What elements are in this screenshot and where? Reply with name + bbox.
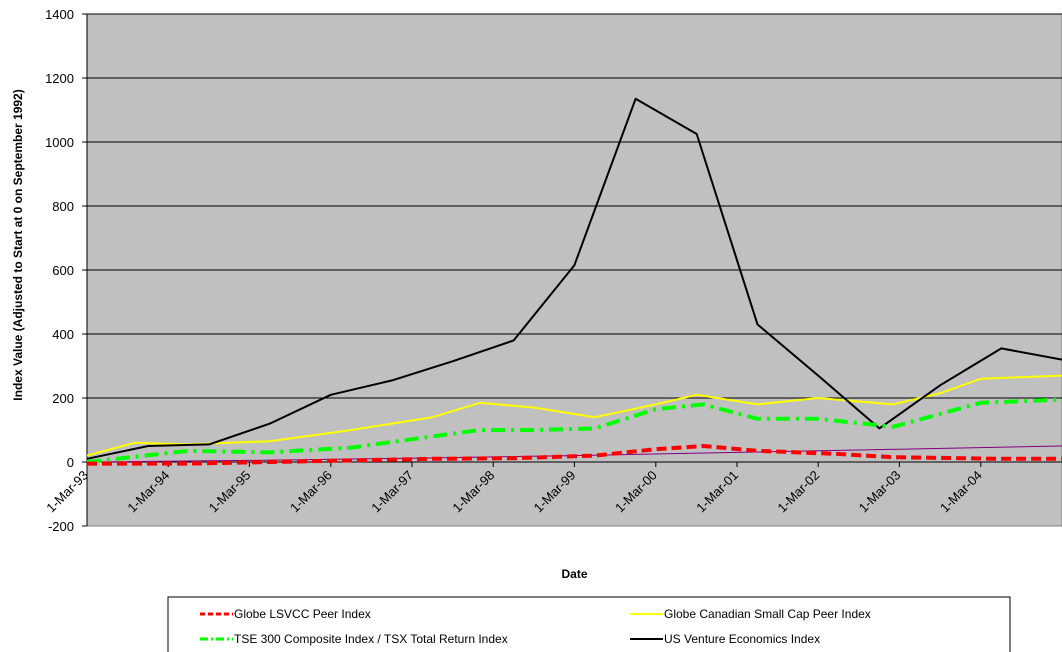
legend-box bbox=[167, 596, 1011, 652]
y-tick-label: 0 bbox=[67, 455, 74, 470]
y-axis-ticks: -200 0 200 400 600 800 1000 1200 1400 bbox=[45, 7, 87, 534]
y-tick-label: 600 bbox=[52, 263, 74, 278]
legend: Globe LSVCC Peer Index Globe Canadian Sma… bbox=[167, 596, 1011, 652]
legend-label: US Venture Economics Index bbox=[664, 632, 820, 646]
legend-label: Globe Canadian Small Cap Peer Index bbox=[664, 607, 871, 621]
y-tick-label: 1000 bbox=[45, 135, 74, 150]
series-line bbox=[87, 444, 1062, 466]
legend-label: Globe LSVCC Peer Index bbox=[234, 607, 371, 621]
y-tick-label: 1400 bbox=[45, 7, 74, 22]
y-tick-label: 1200 bbox=[45, 71, 74, 86]
legend-label: TSE 300 Composite Index / TSX Total Retu… bbox=[234, 632, 508, 646]
y-tick-label: 400 bbox=[52, 327, 74, 342]
x-tick-label: 1-Mar-93 bbox=[43, 468, 91, 516]
y-tick-label: 800 bbox=[52, 199, 74, 214]
y-tick-label: 200 bbox=[52, 391, 74, 406]
series-lines bbox=[86, 97, 1062, 466]
y-axis-title: Index Value (Adjusted to Start at 0 on S… bbox=[11, 89, 25, 400]
series-line bbox=[86, 97, 1062, 460]
series-line bbox=[86, 397, 1062, 464]
series-line bbox=[86, 374, 1062, 457]
x-axis-title: Date bbox=[561, 567, 587, 581]
y-tick-label: -200 bbox=[48, 519, 74, 534]
